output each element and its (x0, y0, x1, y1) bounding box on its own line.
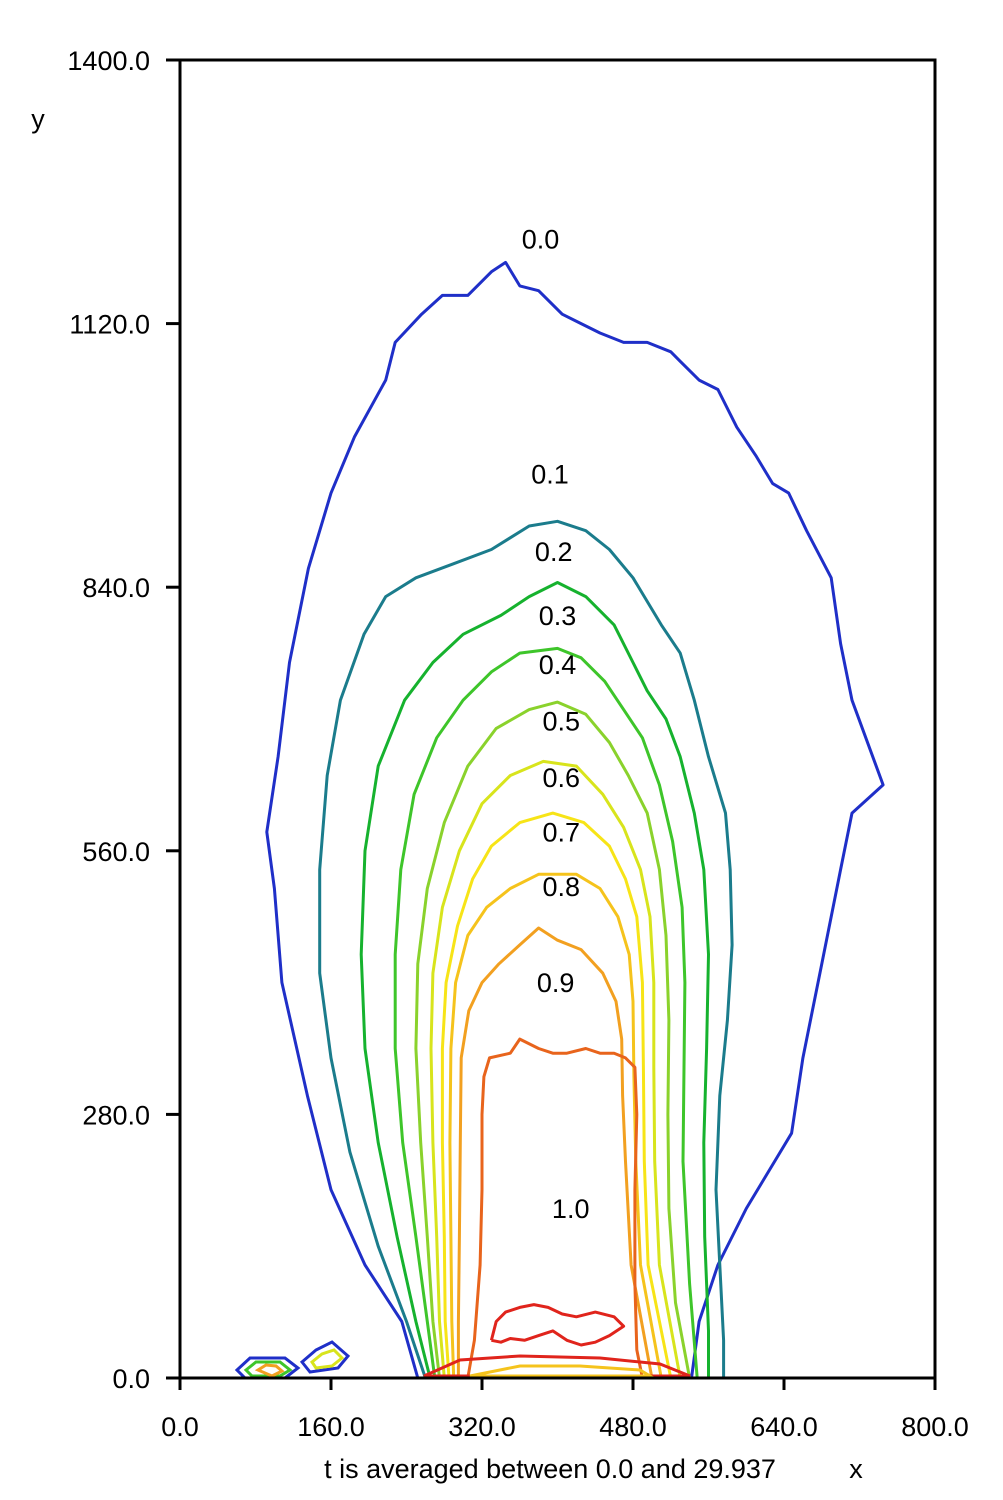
contour-label-6: 0.6 (543, 763, 581, 793)
x-axis-label: x (849, 1454, 863, 1484)
contour-line-1 (318, 519, 734, 1379)
contour-label-7: 0.7 (543, 817, 581, 847)
contour-line-3 (393, 646, 699, 1379)
contour-label-1: 0.1 (531, 460, 569, 490)
artifact-blob-5 (309, 1348, 345, 1370)
x-tick-label-4: 640.0 (750, 1412, 818, 1442)
contour-label-2: 0.2 (535, 537, 573, 567)
artifact-blob-3 (254, 1363, 285, 1378)
plot-frame (178, 58, 937, 1380)
edge-artifacts (234, 1340, 691, 1380)
x-tick-label-0: 0.0 (161, 1412, 199, 1442)
contour-label-5: 0.5 (543, 706, 581, 736)
contour-line-10 (489, 1303, 626, 1347)
contour-line-6 (440, 811, 673, 1379)
y-tick-label-3: 840.0 (82, 573, 150, 603)
artifact-blob-4 (299, 1340, 351, 1374)
y-tick-label-0: 0.0 (112, 1364, 150, 1394)
x-tick-label-2: 320.0 (448, 1412, 516, 1442)
contour-lines (265, 260, 885, 1379)
x-axis-ticks: 0.0 160.0 320.0 480.0 640.0 800.0 (161, 1378, 969, 1442)
chart-caption: t is averaged between 0.0 and 29.937 (324, 1454, 776, 1484)
y-axis-label: y (31, 104, 45, 134)
y-axis-ticks: 0.0 280.0 560.0 840.0 1120.0 1400.0 (67, 46, 180, 1394)
artifact-base-1 (423, 1354, 691, 1378)
contour-labels: 0.0 0.1 0.2 0.3 0.4 0.5 0.6 0.7 0.8 0.9 1.0 (522, 224, 590, 1224)
contour-line-8 (456, 926, 654, 1379)
contour-line-5 (429, 759, 682, 1379)
x-tick-label-1: 160.0 (297, 1412, 365, 1442)
y-tick-label-5: 1400.0 (67, 46, 150, 76)
contour-label-8: 0.8 (543, 872, 581, 902)
contour-line-4 (414, 700, 692, 1379)
artifact-base-2 (469, 1364, 656, 1378)
contour-line-0 (265, 260, 885, 1379)
x-tick-label-3: 480.0 (599, 1412, 667, 1442)
y-tick-label-2: 560.0 (82, 837, 150, 867)
contour-label-9: 0.9 (537, 968, 575, 998)
contour-line-2 (359, 581, 710, 1379)
contour-label-10: 1.0 (552, 1194, 590, 1224)
contour-label-4: 0.4 (539, 650, 577, 680)
y-tick-label-4: 1120.0 (69, 310, 150, 340)
artifact-blob-2 (243, 1360, 293, 1378)
x-tick-label-5: 800.0 (901, 1412, 969, 1442)
y-tick-label-1: 280.0 (82, 1100, 150, 1130)
contour-line-9 (466, 1037, 644, 1379)
contour-label-3: 0.3 (539, 601, 577, 631)
contour-label-0: 0.0 (522, 224, 560, 254)
